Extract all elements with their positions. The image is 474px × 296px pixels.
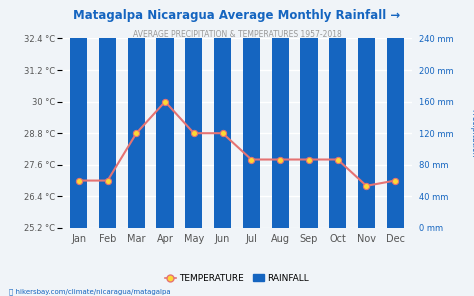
Text: ⎓ hikersbay.com/climate/nicaragua/matagalpa: ⎓ hikersbay.com/climate/nicaragua/mataga… xyxy=(9,288,171,295)
Bar xyxy=(329,0,346,228)
Point xyxy=(305,157,313,162)
Point xyxy=(219,131,227,136)
Y-axis label: Precipitation: Precipitation xyxy=(469,109,474,157)
Text: Matagalpa Nicaragua Average Monthly Rainfall →: Matagalpa Nicaragua Average Monthly Rain… xyxy=(73,9,401,22)
Bar xyxy=(99,0,116,228)
Bar xyxy=(214,0,231,228)
Point xyxy=(247,157,255,162)
Point xyxy=(190,131,198,136)
Bar xyxy=(243,0,260,228)
Point xyxy=(104,178,111,183)
Bar xyxy=(185,0,202,228)
Point xyxy=(276,157,284,162)
Bar xyxy=(70,0,88,228)
Point xyxy=(392,178,399,183)
Point xyxy=(75,178,82,183)
Point xyxy=(334,157,341,162)
Point xyxy=(161,99,169,104)
Point xyxy=(363,184,370,188)
Legend: TEMPERATURE, RAINFALL: TEMPERATURE, RAINFALL xyxy=(161,270,313,287)
Text: AVERAGE PRECIPITATION & TEMPERATURES 1957-2018: AVERAGE PRECIPITATION & TEMPERATURES 195… xyxy=(133,30,341,38)
Bar xyxy=(300,0,318,228)
Bar xyxy=(156,0,174,228)
Bar xyxy=(386,0,404,228)
Bar xyxy=(128,0,145,228)
Bar xyxy=(272,0,289,228)
Point xyxy=(133,131,140,136)
Bar xyxy=(358,0,375,228)
